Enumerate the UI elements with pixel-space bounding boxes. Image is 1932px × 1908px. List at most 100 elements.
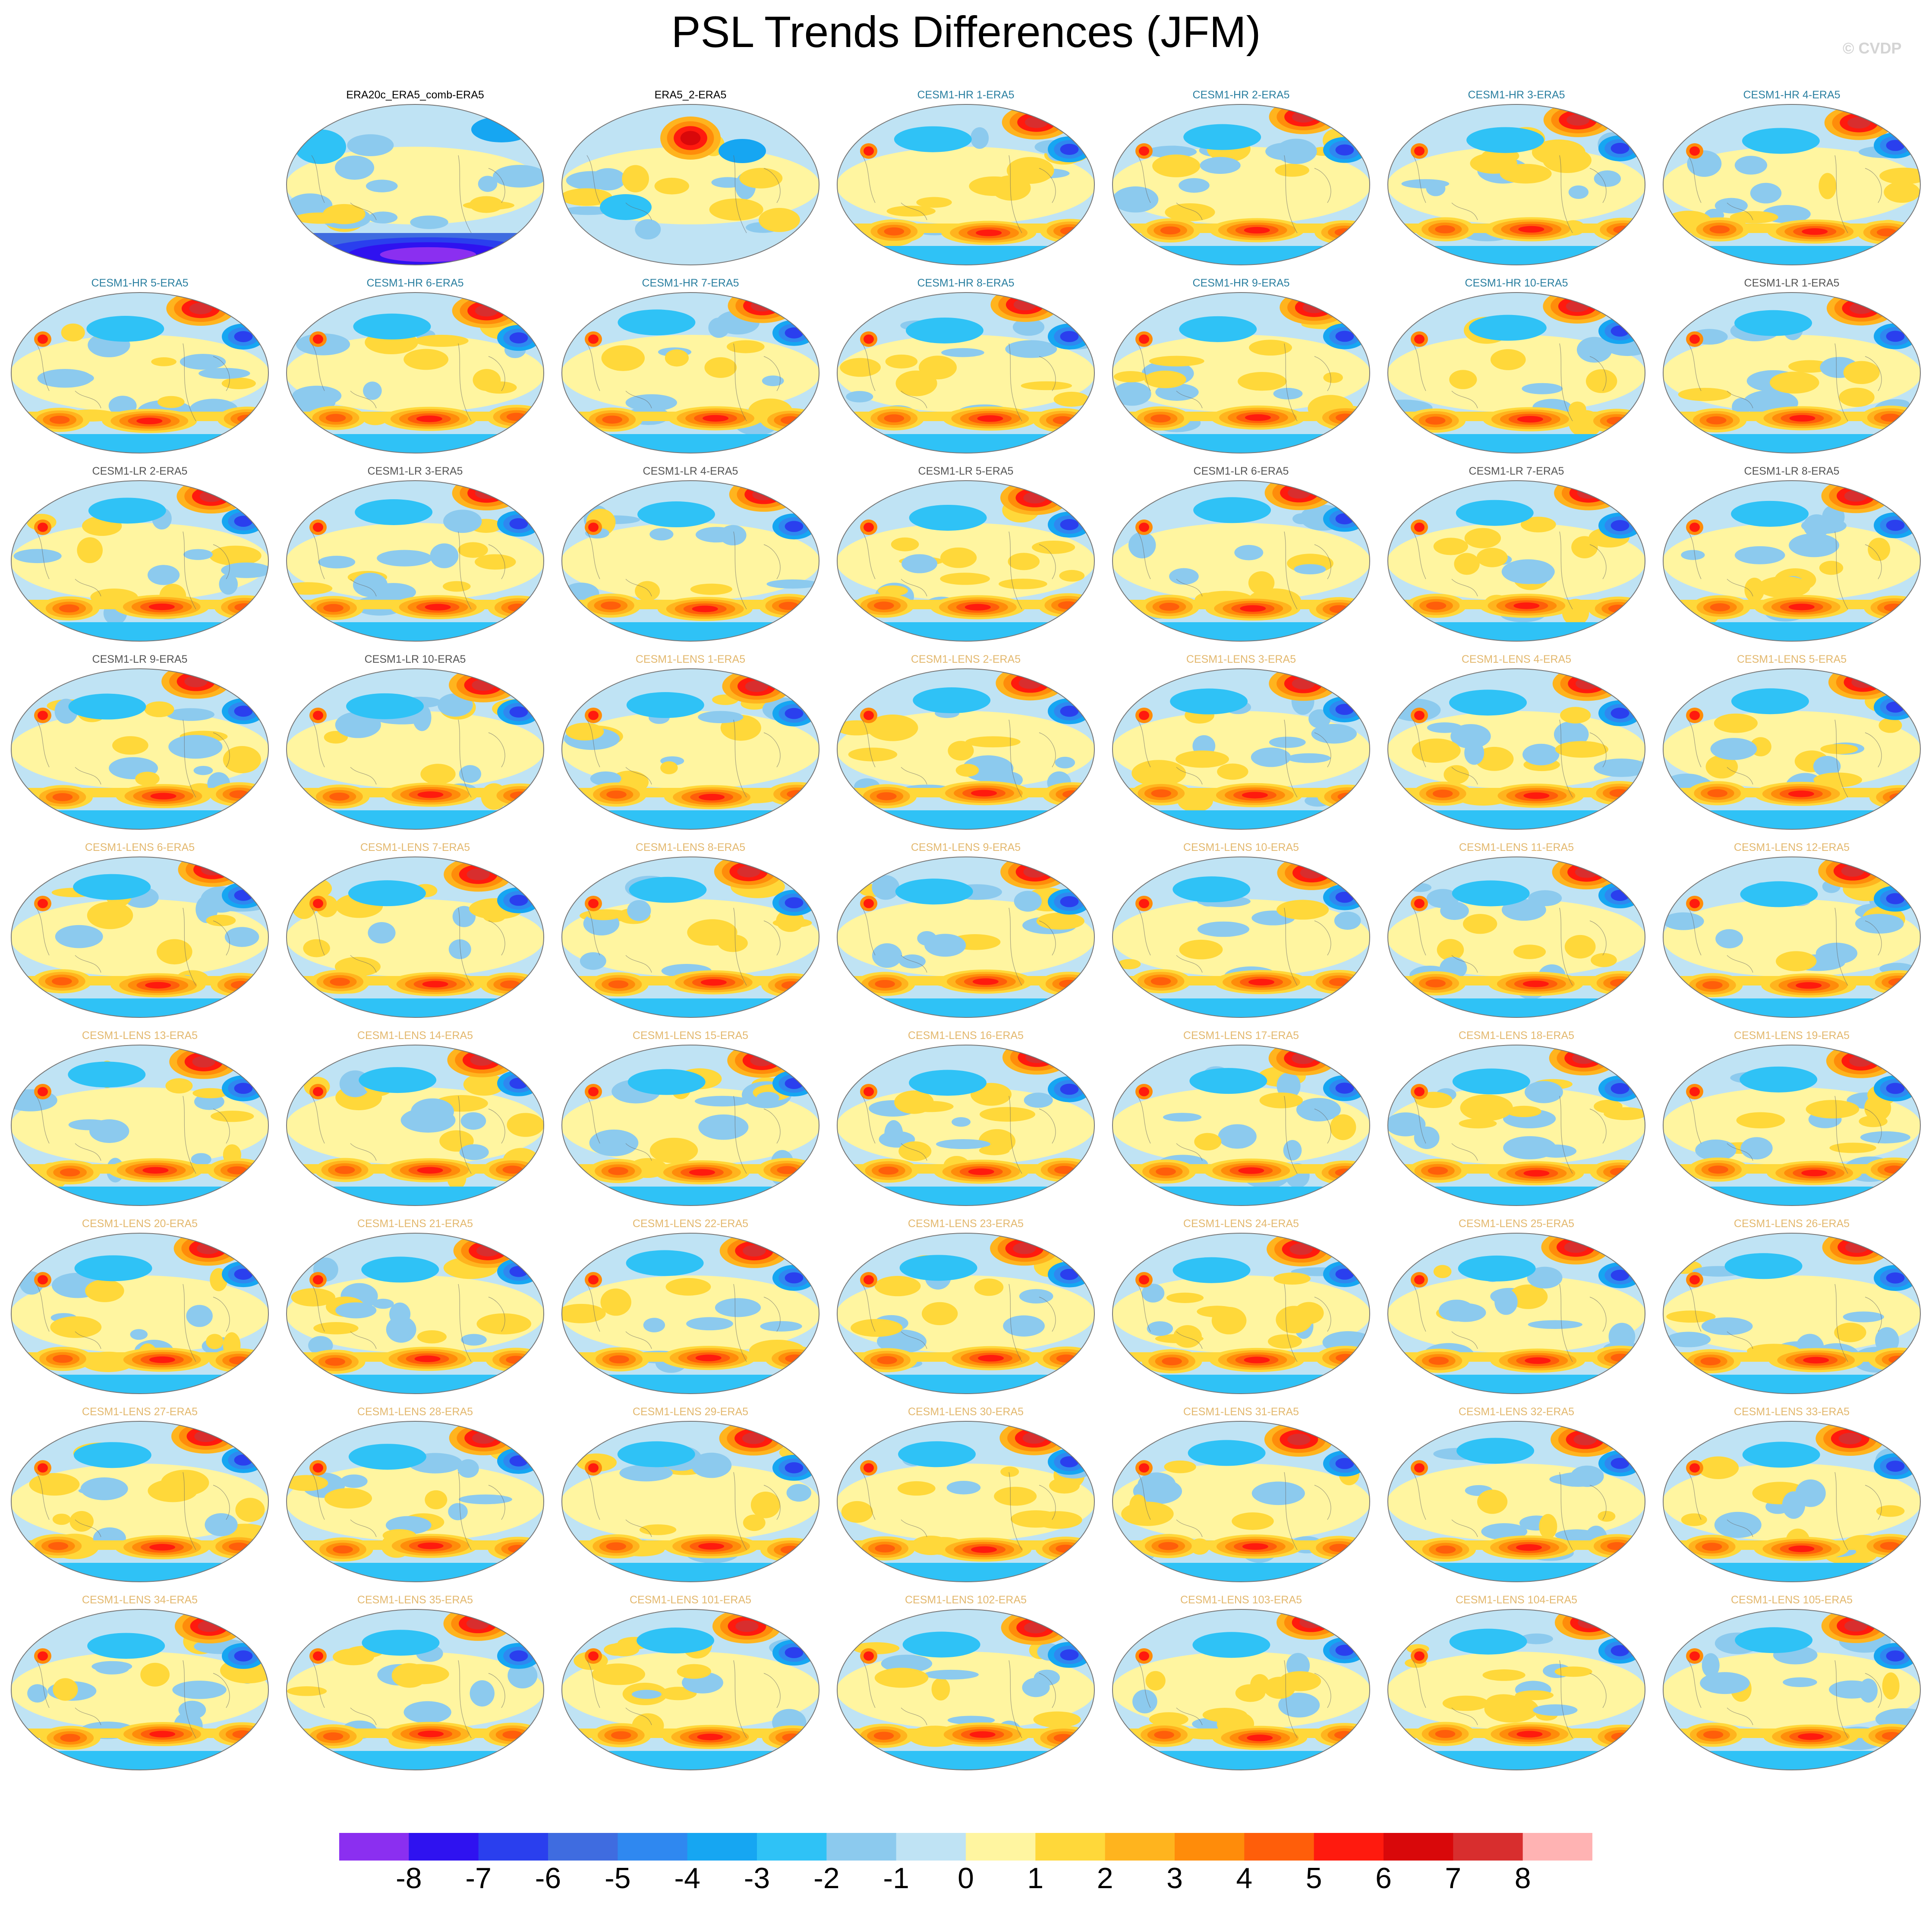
colorbar-box <box>687 1833 757 1861</box>
map-panel: CESM1-LENS 29-ERA5 <box>556 1403 825 1584</box>
panel-title: CESM1-LR 2-ERA5 <box>92 465 188 477</box>
colorbar-label: 7 <box>1445 1862 1461 1893</box>
robinson-map <box>1387 104 1645 265</box>
robinson-map <box>561 104 819 265</box>
panel-title: CESM1-LENS 14-ERA5 <box>357 1030 473 1042</box>
robinson-map <box>286 292 544 453</box>
panel-title: CESM1-LENS 19-ERA5 <box>1733 1030 1850 1042</box>
panel-title: CESM1-LENS 6-ERA5 <box>85 841 195 853</box>
panel-title: CESM1-HR 9-ERA5 <box>1192 277 1290 289</box>
map-panel: CESM1-LR 7-ERA5 <box>1382 463 1651 644</box>
colorbar-box <box>478 1833 548 1861</box>
panel-title: ERA5_2-ERA5 <box>654 89 727 101</box>
panel-title: CESM1-HR 7-ERA5 <box>642 277 739 289</box>
robinson-map <box>1387 856 1645 1018</box>
colorbar-box <box>548 1833 618 1861</box>
panel-title: CESM1-LR 7-ERA5 <box>1469 465 1564 477</box>
robinson-map <box>286 668 544 830</box>
colorbar-box <box>896 1833 966 1861</box>
map-panel: CESM1-LENS 22-ERA5 <box>556 1215 825 1396</box>
robinson-map <box>1387 668 1645 830</box>
colorbar: -8 -7 -6 -5 -4 -3 -2 -1 0 1 2 3 4 5 6 7 8 <box>339 1833 1592 1893</box>
colorbar-label: 1 <box>1027 1862 1043 1893</box>
panel-title: CESM1-LENS 11-ERA5 <box>1459 841 1574 853</box>
panel-title: CESM1-HR 6-ERA5 <box>366 277 464 289</box>
panel-title: CESM1-HR 8-ERA5 <box>917 277 1015 289</box>
panel-title: CESM1-LR 4-ERA5 <box>643 465 738 477</box>
robinson-map <box>561 480 819 642</box>
colorbar-box <box>1105 1833 1175 1861</box>
map-panel: CESM1-LENS 26-ERA5 <box>1657 1215 1926 1396</box>
robinson-map <box>286 1609 544 1770</box>
panel-title: CESM1-LENS 33-ERA5 <box>1733 1406 1850 1418</box>
map-panel: CESM1-LENS 105-ERA5 <box>1657 1591 1926 1773</box>
map-panel: CESM1-LENS 2-ERA5 <box>831 651 1100 832</box>
colorbar-label: 5 <box>1306 1862 1322 1893</box>
map-panel: CESM1-LENS 103-ERA5 <box>1106 1591 1376 1773</box>
panel-title: CESM1-LENS 30-ERA5 <box>908 1406 1024 1418</box>
panel-title: CESM1-LENS 34-ERA5 <box>82 1594 198 1606</box>
panel-title: ERA20c_ERA5_comb-ERA5 <box>346 89 484 101</box>
colorbar-label: -1 <box>883 1862 909 1893</box>
robinson-map <box>1112 1609 1370 1770</box>
map-panel: CESM1-HR 3-ERA5 <box>1382 86 1651 268</box>
map-panel: CESM1-LENS 10-ERA5 <box>1106 839 1376 1020</box>
map-panel: CESM1-LENS 24-ERA5 <box>1106 1215 1376 1396</box>
robinson-map <box>561 1233 819 1394</box>
panel-title: CESM1-LR 3-ERA5 <box>367 465 463 477</box>
colorbar-box <box>966 1833 1036 1861</box>
map-panel: CESM1-LR 5-ERA5 <box>831 463 1100 644</box>
panel-title: CESM1-LENS 24-ERA5 <box>1183 1218 1299 1230</box>
map-panel: CESM1-LR 10-ERA5 <box>281 651 550 832</box>
robinson-map <box>1663 292 1921 453</box>
robinson-map <box>11 1233 269 1394</box>
map-panel: CESM1-LENS 16-ERA5 <box>831 1027 1100 1208</box>
colorbar-box <box>757 1833 827 1861</box>
map-panel: CESM1-LR 9-ERA5 <box>5 651 274 832</box>
map-panel: CESM1-HR 5-ERA5 <box>5 274 274 456</box>
robinson-map <box>837 292 1095 453</box>
robinson-map <box>286 856 544 1018</box>
panel-title: CESM1-LENS 21-ERA5 <box>357 1218 473 1230</box>
map-panel: CESM1-LENS 11-ERA5 <box>1382 839 1651 1020</box>
map-panel: CESM1-LENS 7-ERA5 <box>281 839 550 1020</box>
panel-title: CESM1-LENS 2-ERA5 <box>911 653 1021 665</box>
robinson-map <box>1663 1609 1921 1770</box>
map-panel: CESM1-LENS 9-ERA5 <box>831 839 1100 1020</box>
panel-title: CESM1-LR 8-ERA5 <box>1744 465 1840 477</box>
watermark: © CVDP <box>1843 39 1902 57</box>
panel-title: CESM1-LR 9-ERA5 <box>92 653 188 665</box>
robinson-map <box>1387 292 1645 453</box>
robinson-map <box>11 1609 269 1770</box>
colorbar-label: 8 <box>1515 1862 1531 1893</box>
panel-title: CESM1-LENS 9-ERA5 <box>911 841 1021 853</box>
robinson-map <box>837 1609 1095 1770</box>
chart-title: PSL Trends Differences (JFM) <box>671 7 1261 57</box>
panel-title: CESM1-LENS 12-ERA5 <box>1733 841 1850 853</box>
map-panel: CESM1-LENS 8-ERA5 <box>556 839 825 1020</box>
robinson-map <box>1663 104 1921 265</box>
colorbar-label: 3 <box>1166 1862 1183 1893</box>
map-panel: CESM1-LENS 25-ERA5 <box>1382 1215 1651 1396</box>
colorbar-label: 6 <box>1375 1862 1392 1893</box>
map-panel: CESM1-LR 4-ERA5 <box>556 463 825 644</box>
panel-title: CESM1-LENS 26-ERA5 <box>1733 1218 1850 1230</box>
robinson-map <box>1112 668 1370 830</box>
panel-title: CESM1-LR 10-ERA5 <box>364 653 466 665</box>
colorbar-label: -7 <box>465 1862 491 1893</box>
robinson-map <box>837 668 1095 830</box>
robinson-map <box>561 292 819 453</box>
colorbar-label: -2 <box>813 1862 839 1893</box>
map-panel: CESM1-LENS 104-ERA5 <box>1382 1591 1651 1773</box>
robinson-map <box>1387 1609 1645 1770</box>
map-panel: CESM1-LR 2-ERA5 <box>5 463 274 644</box>
robinson-map <box>11 856 269 1018</box>
robinson-map <box>11 292 269 453</box>
robinson-map <box>1663 668 1921 830</box>
map-panel: CESM1-LR 6-ERA5 <box>1106 463 1376 644</box>
map-panel: CESM1-LENS 27-ERA5 <box>5 1403 274 1584</box>
panel-title: CESM1-LENS 104-ERA5 <box>1455 1594 1578 1606</box>
panel-title: CESM1-LENS 29-ERA5 <box>632 1406 749 1418</box>
panel-title: CESM1-LR 5-ERA5 <box>918 465 1014 477</box>
colorbar-box <box>618 1833 688 1861</box>
